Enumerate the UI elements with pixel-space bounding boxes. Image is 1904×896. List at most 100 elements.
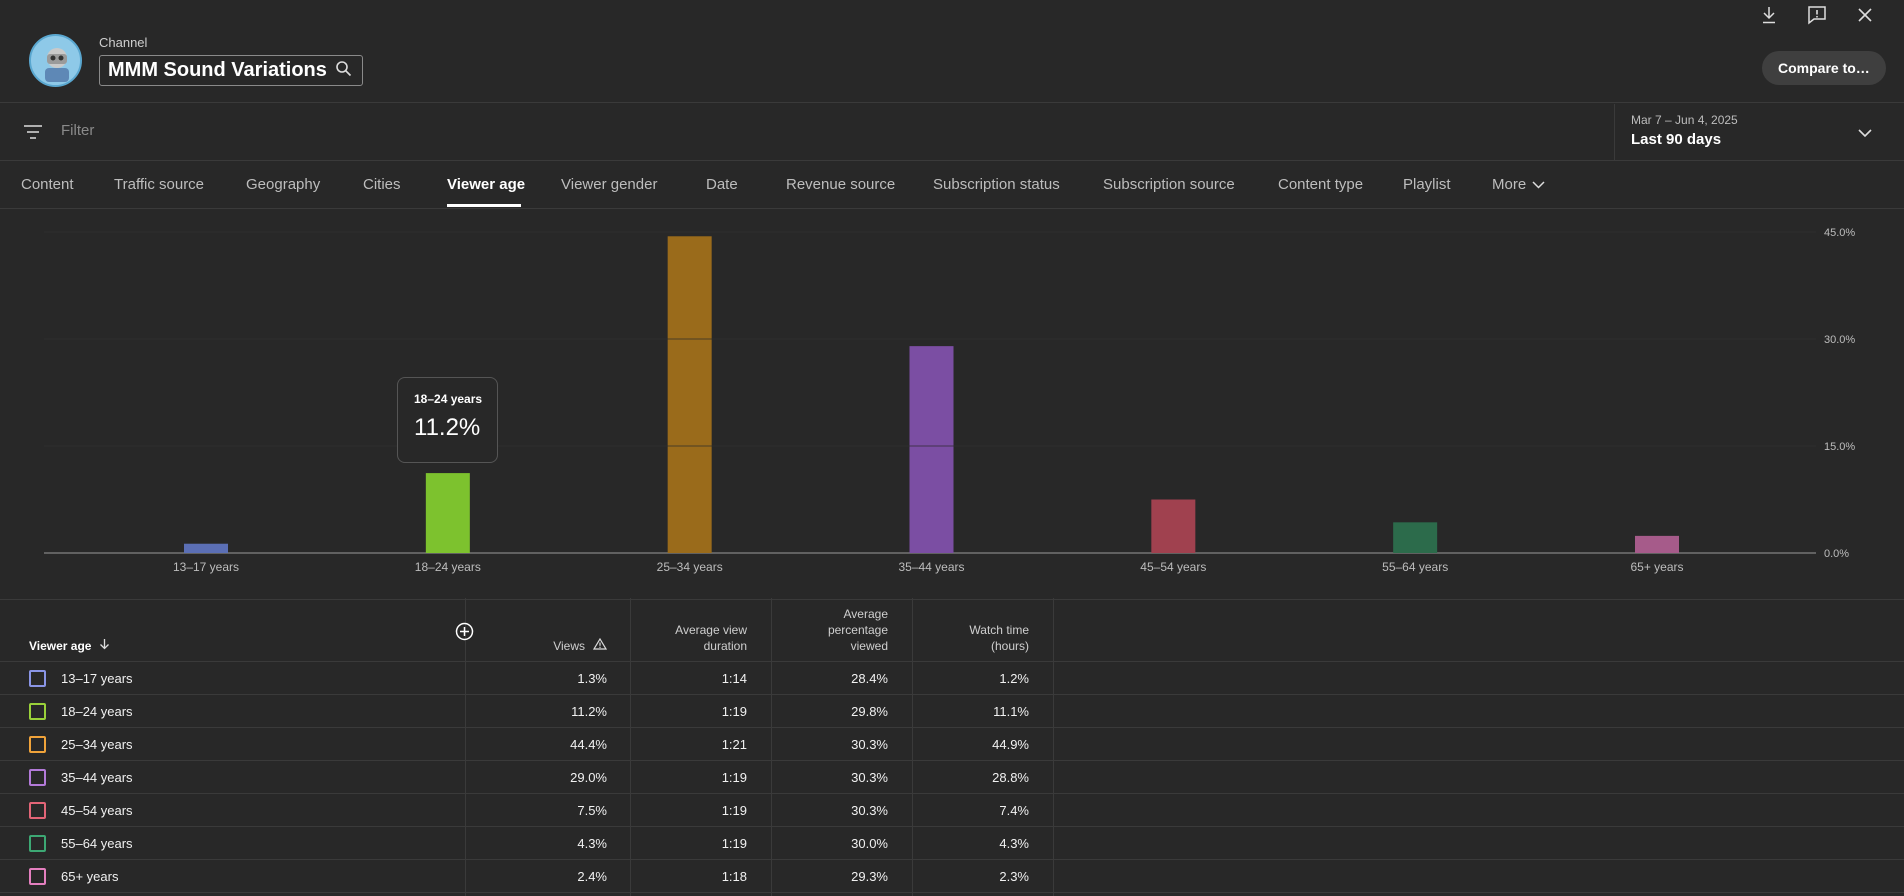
search-icon[interactable] bbox=[335, 60, 352, 82]
tab-playlist[interactable]: Playlist bbox=[1403, 176, 1451, 193]
bar[interactable] bbox=[1393, 522, 1438, 553]
compare-button[interactable]: Compare to… bbox=[1762, 51, 1886, 85]
tab-viewer-age[interactable]: Viewer age bbox=[447, 176, 526, 193]
tab-content-type[interactable]: Content type bbox=[1278, 176, 1364, 193]
tooltip-title: 18–24 years bbox=[414, 392, 483, 406]
row-label: 18–24 years bbox=[61, 704, 133, 719]
filter-bar: Filter Mar 7 – Jun 4, 2025 Last 90 days bbox=[0, 104, 1904, 161]
row-select-checkbox[interactable] bbox=[29, 736, 46, 753]
warning-icon bbox=[592, 637, 608, 654]
row-select-checkbox[interactable] bbox=[29, 670, 46, 687]
cell-avg-view-duration: 1:14 bbox=[721, 671, 747, 686]
bar[interactable] bbox=[425, 473, 470, 553]
tab-revenue-source[interactable]: Revenue source bbox=[786, 176, 896, 193]
row-divider bbox=[0, 727, 1904, 728]
header-line: Watch time bbox=[969, 623, 1029, 637]
row-select-checkbox[interactable] bbox=[29, 868, 46, 885]
tab-traffic-source[interactable]: Traffic source bbox=[114, 176, 205, 193]
x-tick-label: 45–54 years bbox=[1140, 560, 1206, 574]
bar[interactable] bbox=[909, 346, 954, 553]
row-select-checkbox[interactable] bbox=[29, 802, 46, 819]
tab-more-label: More bbox=[1492, 176, 1527, 193]
row-divider bbox=[0, 793, 1904, 794]
column-divider bbox=[630, 598, 631, 896]
column-header-watch-time[interactable]: Watch time (hours) bbox=[969, 622, 1029, 654]
close-icon[interactable] bbox=[1854, 4, 1876, 26]
date-range-text: Mar 7 – Jun 4, 2025 bbox=[1631, 113, 1738, 127]
add-metric-icon[interactable] bbox=[455, 622, 474, 641]
table-row[interactable]: 45–54 years 7.5% 1:19 30.3% 7.4% bbox=[0, 794, 1904, 827]
table-row[interactable]: 55–64 years 4.3% 1:19 30.0% 4.3% bbox=[0, 827, 1904, 860]
cell-views: 4.3% bbox=[577, 836, 607, 851]
channel-selector[interactable]: MMM Sound Variations bbox=[99, 55, 363, 86]
row-label: 55–64 years bbox=[61, 836, 133, 851]
filter-icon[interactable] bbox=[22, 123, 44, 141]
tab-date[interactable]: Date bbox=[706, 176, 738, 193]
bar[interactable] bbox=[184, 543, 228, 553]
tab-cities[interactable]: Cities bbox=[363, 176, 401, 193]
x-tick-label: 35–44 years bbox=[898, 560, 964, 574]
column-header-viewer-age-label: Viewer age bbox=[29, 639, 92, 653]
x-tick-label: 13–17 years bbox=[173, 560, 239, 574]
tab-geography[interactable]: Geography bbox=[246, 176, 321, 193]
y-tick-label: 45.0% bbox=[1824, 227, 1855, 239]
x-tick-label: 55–64 years bbox=[1382, 560, 1448, 574]
bar[interactable] bbox=[667, 236, 712, 553]
table-row[interactable]: 25–34 years 44.4% 1:21 30.3% 44.9% bbox=[0, 728, 1904, 761]
cell-views: 29.0% bbox=[570, 770, 607, 785]
viewer-age-table: Viewer age Views Average view duration A… bbox=[0, 598, 1904, 896]
table-row[interactable]: 18–24 years 11.2% 1:19 29.8% 11.1% bbox=[0, 695, 1904, 728]
cell-avg-pct-viewed: 29.8% bbox=[851, 704, 888, 719]
sort-down-arrow-icon[interactable] bbox=[99, 638, 110, 654]
date-range-selector[interactable]: Mar 7 – Jun 4, 2025 Last 90 days bbox=[1614, 104, 1904, 161]
row-divider bbox=[0, 826, 1904, 827]
column-header-avg-pct-viewed[interactable]: Average percentage viewed bbox=[828, 606, 888, 654]
header-line: (hours) bbox=[990, 639, 1029, 653]
table-row[interactable]: 35–44 years 29.0% 1:19 30.3% 28.8% bbox=[0, 761, 1904, 794]
cell-views: 1.3% bbox=[577, 671, 607, 686]
cell-avg-pct-viewed: 30.3% bbox=[851, 737, 888, 752]
x-tick-label: 65+ years bbox=[1630, 560, 1683, 574]
chart-tooltip: 18–24 years 11.2% bbox=[397, 377, 498, 463]
row-select-checkbox[interactable] bbox=[29, 769, 46, 786]
cell-avg-pct-viewed: 30.3% bbox=[851, 803, 888, 818]
download-icon[interactable] bbox=[1758, 4, 1780, 26]
feedback-icon[interactable] bbox=[1806, 4, 1828, 26]
cell-watch-time: 44.9% bbox=[992, 737, 1029, 752]
row-select-checkbox[interactable] bbox=[29, 703, 46, 720]
cell-watch-time: 2.3% bbox=[999, 869, 1029, 884]
channel-label: Channel bbox=[99, 35, 148, 50]
bar[interactable] bbox=[1151, 499, 1196, 554]
tab-viewer-gender[interactable]: Viewer gender bbox=[561, 176, 658, 193]
tab-content[interactable]: Content bbox=[21, 176, 74, 193]
column-header-avg-view-duration[interactable]: Average view duration bbox=[675, 622, 747, 654]
date-range-label: Last 90 days bbox=[1631, 131, 1722, 148]
column-header-viewer-age[interactable]: Viewer age bbox=[29, 638, 110, 654]
row-divider bbox=[0, 892, 1904, 893]
channel-name: MMM Sound Variations bbox=[108, 59, 327, 81]
dimension-tabs: Content Traffic source Geography Cities … bbox=[0, 162, 1904, 209]
tab-more[interactable]: More bbox=[1492, 176, 1545, 193]
table-row[interactable]: 65+ years 2.4% 1:18 29.3% 2.3% bbox=[0, 860, 1904, 893]
cell-watch-time: 7.4% bbox=[999, 803, 1029, 818]
header: Channel MMM Sound Variations Compare to… bbox=[0, 0, 1904, 103]
cell-views: 11.2% bbox=[571, 704, 607, 719]
column-divider bbox=[912, 598, 913, 896]
bar[interactable] bbox=[1635, 535, 1679, 553]
y-tick-label: 0.0% bbox=[1824, 548, 1849, 560]
y-tick-label: 30.0% bbox=[1824, 334, 1855, 346]
cell-views: 2.4% bbox=[577, 869, 607, 884]
tab-subscription-source[interactable]: Subscription source bbox=[1103, 176, 1235, 193]
cell-watch-time: 1.2% bbox=[999, 671, 1029, 686]
channel-avatar[interactable] bbox=[29, 34, 82, 87]
table-row[interactable]: 13–17 years 1.3% 1:14 28.4% 1.2% bbox=[0, 662, 1904, 695]
header-line: duration bbox=[703, 639, 747, 653]
cell-avg-view-duration: 1:18 bbox=[721, 869, 747, 884]
tab-subscription-status[interactable]: Subscription status bbox=[933, 176, 1060, 193]
row-divider bbox=[0, 859, 1904, 860]
column-header-views[interactable]: Views bbox=[553, 637, 608, 654]
cell-watch-time: 11.1% bbox=[993, 704, 1029, 719]
row-select-checkbox[interactable] bbox=[29, 835, 46, 852]
filter-input[interactable]: Filter bbox=[61, 122, 95, 139]
chevron-down-icon bbox=[1532, 176, 1545, 193]
